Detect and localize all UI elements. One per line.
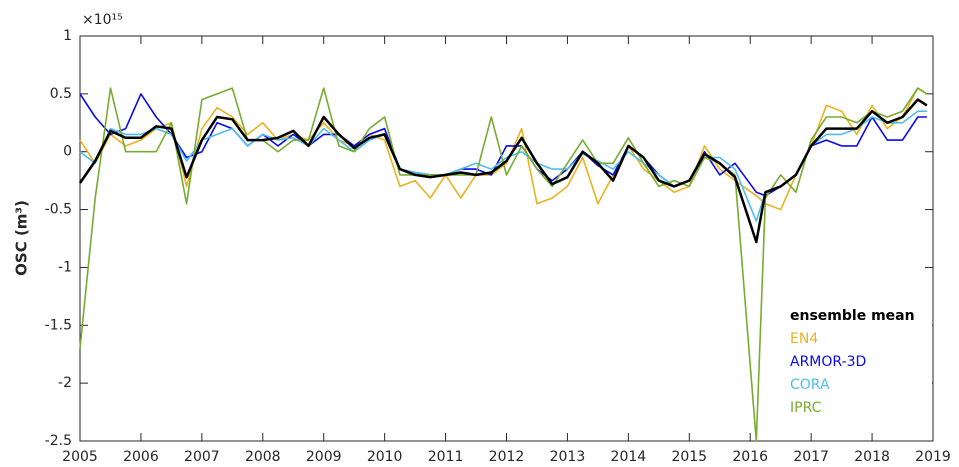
y-tick-label: 0 — [63, 144, 72, 160]
legend-label: EN4 — [790, 331, 818, 347]
legend-label: IPRC — [790, 400, 822, 416]
x-tick-label: 2005 — [62, 449, 98, 465]
y-tick-label: -2.5 — [45, 433, 72, 449]
series-line — [78, 98, 928, 244]
x-tick-label: 2019 — [915, 449, 951, 465]
y-multiplier: ×10¹⁵ — [82, 12, 123, 28]
y-tick-label: 1 — [63, 28, 72, 44]
x-tick-label: 2007 — [184, 449, 220, 465]
x-tick-label: 2008 — [245, 449, 281, 465]
x-tick-label: 2012 — [489, 449, 525, 465]
x-tick-label: 2015 — [671, 449, 707, 465]
y-tick-label: 0.5 — [50, 86, 72, 102]
y-axis-label: OSC (m³) — [13, 200, 31, 276]
y-tick-label: -1.5 — [45, 317, 72, 333]
x-tick-label: 2010 — [367, 449, 403, 465]
x-tick-label: 2009 — [306, 449, 342, 465]
x-tick-label: 2013 — [550, 449, 586, 465]
legend-label: ensemble mean — [790, 308, 915, 324]
y-tick-label: -0.5 — [45, 202, 72, 218]
y-tick-label: -1 — [58, 259, 72, 275]
x-tick-label: 2006 — [123, 449, 159, 465]
x-tick-label: 2018 — [854, 449, 890, 465]
x-tick-label: 2011 — [428, 449, 464, 465]
series-line — [79, 87, 928, 442]
x-tick-label: 2014 — [611, 449, 647, 465]
legend-label: CORA — [790, 377, 830, 393]
y-tick-label: -2 — [58, 375, 72, 391]
x-tick-label: 2017 — [793, 449, 829, 465]
x-tick-label: 2016 — [732, 449, 768, 465]
legend-label: ARMOR-3D — [790, 354, 866, 370]
legend-box — [782, 302, 932, 420]
